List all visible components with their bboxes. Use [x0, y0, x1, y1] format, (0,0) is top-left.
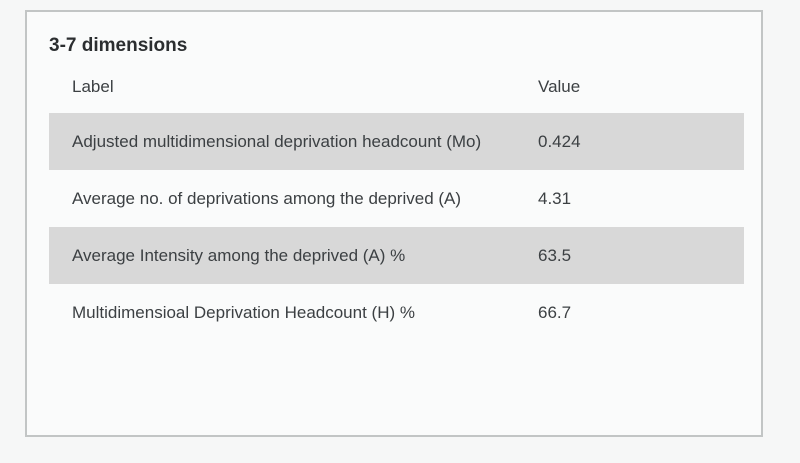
row-value: 63.5 [538, 246, 572, 265]
label-value-table: Label Value Adjusted multidimensional de… [49, 59, 744, 341]
row-value: 0.424 [538, 132, 581, 151]
table-row: Average no. of deprivations among the de… [49, 170, 744, 227]
row-label: Adjusted multidimensional deprivation he… [72, 132, 482, 151]
table-row: Adjusted multidimensional deprivation he… [49, 113, 744, 170]
table-row: Average Intensity among the deprived (A)… [49, 227, 744, 284]
row-value: 4.31 [538, 189, 572, 208]
card-title: 3-7 dimensions [49, 35, 188, 56]
row-label: Multidimensioal Deprivation Headcount (H… [72, 303, 415, 322]
table-header-row: Label Value [49, 59, 744, 113]
dimensions-card: 3-7 dimensions Label Value Adjusted mult… [25, 10, 763, 437]
row-label: Average no. of deprivations among the de… [72, 189, 462, 208]
table-row: Multidimensioal Deprivation Headcount (H… [49, 284, 744, 341]
column-header-label: Label [72, 77, 114, 96]
column-header-value: Value [538, 77, 581, 96]
row-value: 66.7 [538, 303, 572, 322]
row-label: Average Intensity among the deprived (A)… [72, 246, 406, 265]
